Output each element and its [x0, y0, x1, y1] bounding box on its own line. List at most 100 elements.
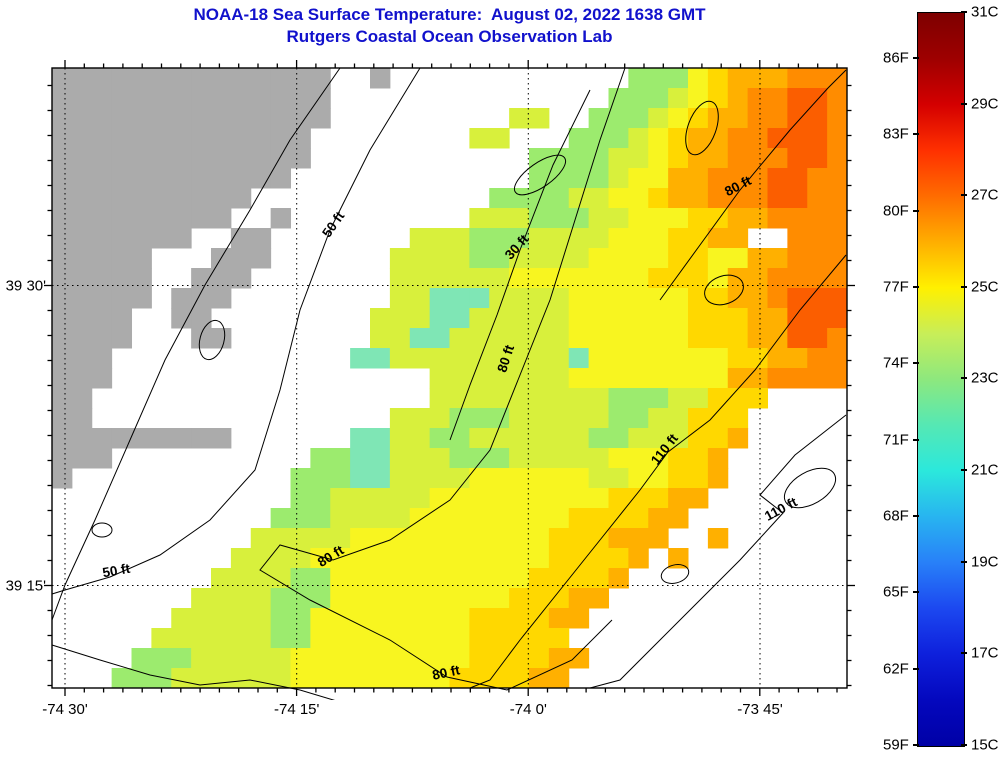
land-cell [131, 188, 152, 209]
sst-cell [449, 588, 470, 609]
land-cell [111, 208, 133, 229]
sst-cell [171, 628, 192, 649]
sst-cell [509, 328, 530, 349]
sst-cell [469, 248, 490, 269]
sst-cell [648, 168, 669, 189]
sst-cell [330, 568, 351, 589]
sst-cell [787, 368, 808, 389]
sst-cell [608, 168, 629, 189]
sst-cell [509, 628, 530, 649]
land-cell [191, 128, 212, 149]
sst-cell [270, 628, 292, 649]
sst-cell [449, 388, 470, 409]
sst-cell [668, 68, 689, 89]
sst-cell [409, 548, 431, 569]
map-frame [51, 67, 848, 689]
land-cell [191, 308, 212, 329]
sst-cell [648, 408, 669, 429]
sst-cell [429, 228, 451, 249]
sst-cell [668, 368, 689, 389]
sst-cell [290, 628, 311, 649]
sst-cell [529, 488, 550, 509]
sst-cell [489, 388, 510, 409]
sst-cell [429, 648, 451, 669]
land-cell [270, 208, 292, 229]
land-cell [230, 148, 252, 169]
land-cell [91, 428, 113, 449]
land-cell [151, 428, 172, 449]
sst-cell [449, 668, 470, 689]
sst-cell [747, 328, 769, 349]
sst-cell [727, 188, 749, 209]
contour-110ft-a [469, 254, 847, 689]
sst-cell [568, 328, 590, 349]
land-cell [270, 108, 292, 129]
sst-cell [429, 368, 451, 389]
land-cell [91, 128, 113, 149]
sst-cell [707, 448, 729, 469]
sst-cell [648, 148, 669, 169]
colorbar-tick [961, 286, 967, 288]
sst-cell [568, 608, 590, 629]
sst-cell [389, 628, 411, 649]
sst-cell [310, 588, 331, 609]
sst-cell [529, 108, 550, 129]
sst-cell [389, 468, 411, 489]
sst-cell [548, 248, 570, 269]
x-axis-tick-label: -74 0' [509, 701, 547, 718]
land-cell [310, 108, 331, 129]
sst-cell [767, 368, 788, 389]
land-cell [250, 148, 272, 169]
contour-shore-low [51, 644, 336, 700]
sst-cell [668, 468, 689, 489]
land-cell [191, 68, 212, 89]
sst-cell [588, 568, 610, 589]
sst-cell [529, 328, 550, 349]
sst-cell [548, 568, 570, 589]
sst-cell [727, 248, 749, 269]
land-cell [71, 268, 93, 289]
sst-cell [489, 188, 510, 209]
sst-cell [429, 248, 451, 269]
sst-cell [389, 508, 411, 529]
sst-cell [588, 168, 610, 189]
sst-cell [409, 488, 431, 509]
sst-cell [668, 248, 689, 269]
land-cell [91, 68, 113, 89]
sst-cell [449, 548, 470, 569]
sst-cell [310, 568, 331, 589]
colorbar-tick [961, 469, 967, 471]
land-cell [151, 228, 172, 249]
sst-cell [668, 88, 689, 109]
sst-cell [648, 448, 669, 469]
sst-cell [389, 648, 411, 669]
sst-cell [250, 648, 272, 669]
sst-cell [370, 328, 391, 349]
sst-cell [787, 68, 808, 89]
land-cell [52, 228, 73, 249]
sst-cell [568, 488, 590, 509]
sst-cell [310, 668, 331, 689]
land-cell [52, 448, 73, 469]
sst-cell [548, 328, 570, 349]
land-cell [52, 328, 73, 349]
sst-cell [370, 448, 391, 469]
sst-cell [409, 348, 431, 369]
land-cell [211, 428, 232, 449]
land-cell [191, 208, 212, 229]
sst-cell [588, 288, 610, 309]
land-cell [91, 288, 113, 309]
land-cell [171, 228, 192, 249]
land-cell [151, 188, 172, 209]
sst-cell [429, 468, 451, 489]
sst-cell [767, 288, 788, 309]
sst-cell [409, 568, 431, 589]
sst-cell [389, 408, 411, 429]
sst-cell [429, 628, 451, 649]
sst-cell [588, 308, 610, 329]
colorbar-tick [913, 591, 919, 593]
sst-cell [509, 468, 530, 489]
sst-cell [707, 188, 729, 209]
sst-cell [449, 248, 470, 269]
sst-cell [529, 628, 550, 649]
